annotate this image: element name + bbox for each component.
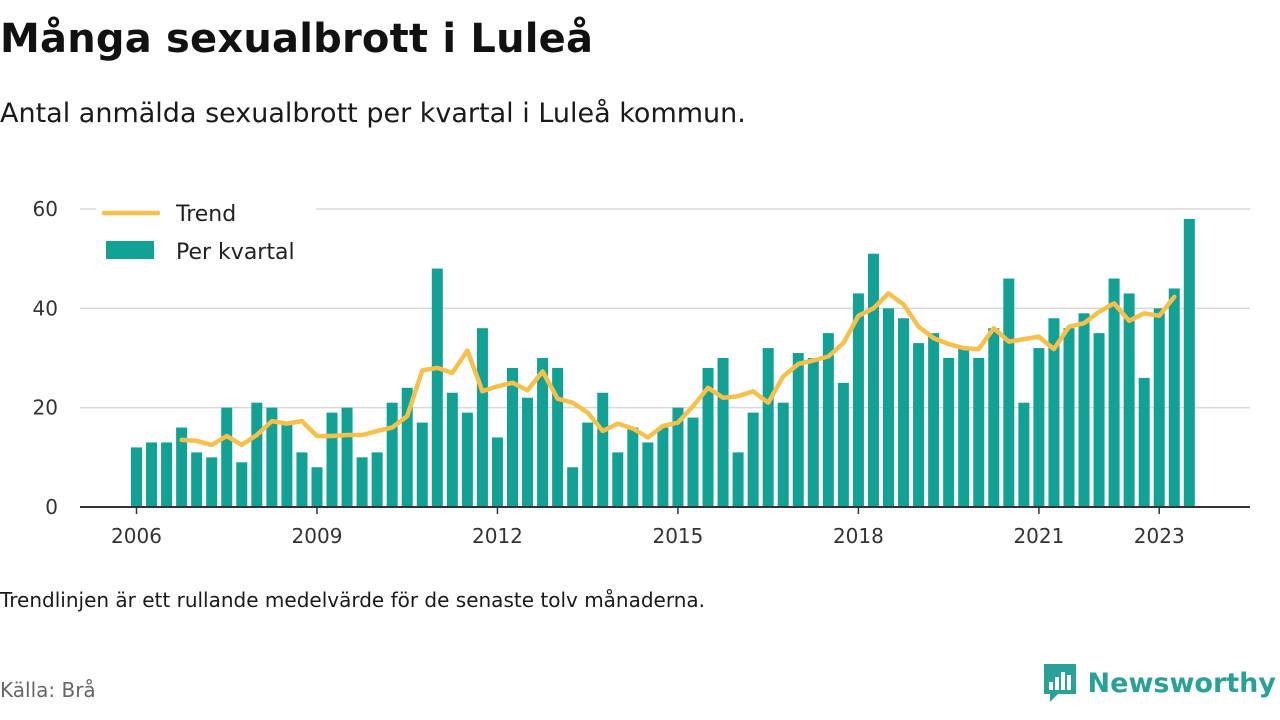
bar xyxy=(296,452,308,507)
y-tick-label: 60 xyxy=(33,197,58,221)
source-label: Källa: Brå xyxy=(0,678,96,702)
y-tick-label: 0 xyxy=(45,495,58,519)
bar xyxy=(311,467,323,507)
bar xyxy=(777,402,789,507)
bar xyxy=(176,427,188,507)
bar xyxy=(762,348,774,507)
legend: Trend Per kvartal xyxy=(96,196,316,276)
bar xyxy=(883,308,894,507)
bar xyxy=(1078,313,1090,507)
bar xyxy=(416,422,428,507)
bar xyxy=(928,333,940,507)
legend-background xyxy=(96,196,316,276)
bar xyxy=(837,382,849,507)
legend-bar-label: Per kvartal xyxy=(176,240,295,265)
bar xyxy=(266,407,278,507)
x-tick-label: 2012 xyxy=(472,524,523,548)
bar-series xyxy=(131,218,1195,507)
chart-area: 0 20 40 60 2006 2009 2012 2015 2018 2021 2023 Tre… xyxy=(33,196,1250,548)
bar xyxy=(852,293,864,507)
legend-trend-label: Trend xyxy=(175,202,236,227)
bar xyxy=(131,447,142,507)
bar xyxy=(1123,293,1135,507)
bar xyxy=(401,387,413,507)
bar xyxy=(913,343,925,507)
bar xyxy=(973,358,985,507)
bar xyxy=(822,333,834,507)
bar xyxy=(1003,278,1015,507)
bar xyxy=(206,457,218,507)
bar xyxy=(522,397,534,507)
bar xyxy=(1183,218,1195,507)
bar xyxy=(642,442,654,507)
legend-bar-swatch xyxy=(106,241,154,259)
bar xyxy=(687,417,699,507)
bar xyxy=(958,348,970,507)
bar xyxy=(461,412,473,507)
bar xyxy=(732,452,744,507)
bar xyxy=(1153,308,1165,507)
x-tick-label: 2015 xyxy=(652,524,703,548)
bar xyxy=(672,407,684,507)
trend-series xyxy=(179,291,1177,448)
bar xyxy=(1093,333,1105,507)
y-tick-label: 20 xyxy=(33,396,58,420)
x-tick-label: 2009 xyxy=(292,524,343,548)
bar xyxy=(537,358,549,507)
bar xyxy=(1108,278,1120,507)
chart-title: Många sexualbrott i Luleå xyxy=(0,16,594,62)
bar xyxy=(552,367,564,507)
bar xyxy=(582,422,594,507)
trend-line xyxy=(179,291,1177,448)
bar xyxy=(867,253,879,507)
bar xyxy=(627,427,639,507)
bar xyxy=(612,452,624,507)
bar xyxy=(221,407,233,507)
chart-footnote: Trendlinjen är ett rullande medelvärde f… xyxy=(0,588,706,612)
bar xyxy=(943,358,955,507)
x-tick-label: 2023 xyxy=(1134,524,1185,548)
bar xyxy=(446,392,458,507)
bar xyxy=(792,353,804,507)
bar xyxy=(431,268,443,507)
bar xyxy=(191,452,203,507)
y-tick-label: 40 xyxy=(33,296,58,320)
bar xyxy=(747,412,759,507)
bar xyxy=(1048,318,1060,507)
bar xyxy=(567,467,579,507)
bar xyxy=(356,457,368,507)
chart-subtitle: Antal anmälda sexualbrott per kvartal i … xyxy=(0,98,746,129)
bar xyxy=(657,427,669,507)
bar xyxy=(1138,377,1150,507)
bar xyxy=(507,367,518,507)
bar xyxy=(597,392,609,507)
bar xyxy=(1168,288,1180,507)
bar xyxy=(702,367,714,507)
bar xyxy=(717,358,729,507)
bar xyxy=(386,402,398,507)
bar xyxy=(988,328,1000,507)
bar xyxy=(1018,402,1030,507)
axes: 2006 2009 2012 2015 2018 2021 2023 xyxy=(80,506,1250,548)
bar xyxy=(161,442,173,507)
bar xyxy=(476,328,488,507)
brand-name: Newsworthy xyxy=(1087,667,1276,699)
bar xyxy=(326,412,338,507)
x-tick-label: 2006 xyxy=(111,524,162,548)
bar xyxy=(1033,348,1045,507)
brand[interactable]: Newsworthy xyxy=(1043,664,1276,702)
x-tick-label: 2021 xyxy=(1013,524,1064,548)
bar xyxy=(898,318,910,507)
bar xyxy=(236,462,248,507)
bar xyxy=(146,442,158,507)
bar xyxy=(341,407,353,507)
bar xyxy=(491,437,503,507)
bar xyxy=(371,452,383,507)
bar xyxy=(807,358,819,507)
bar xyxy=(1063,328,1075,507)
bar xyxy=(251,402,263,507)
x-tick-label: 2018 xyxy=(833,524,884,548)
newsworthy-logo-icon xyxy=(1043,664,1076,702)
bar xyxy=(281,422,293,507)
